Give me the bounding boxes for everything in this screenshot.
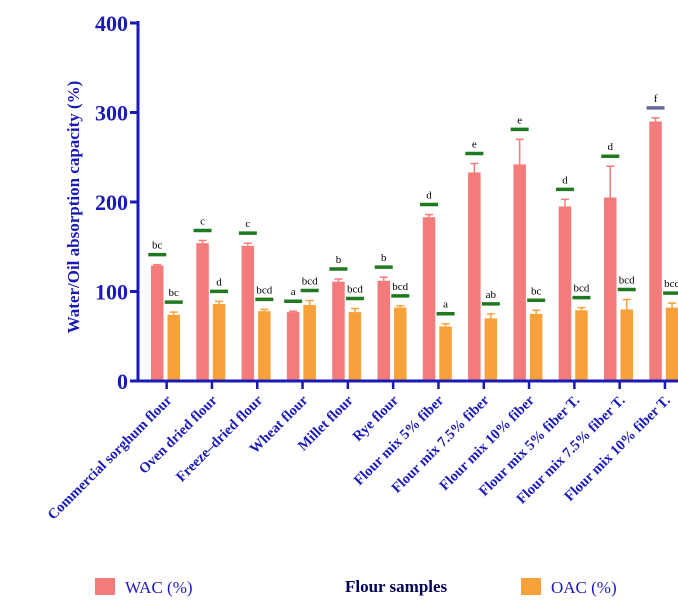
significance-letter: b [336, 254, 342, 266]
oac-bar [258, 311, 271, 381]
significance-letter: b [381, 252, 387, 264]
wac-bar [332, 281, 345, 381]
wac-bar [422, 217, 436, 381]
significance-letter: bcd [574, 283, 590, 295]
wac-bar [513, 164, 526, 381]
significance-letter: bc [152, 240, 163, 252]
oac-bar [484, 318, 498, 381]
oac-bar [529, 313, 543, 381]
wac-bar [151, 265, 164, 381]
x-axis-title: Flour samples [345, 577, 448, 596]
significance-letter: d [426, 190, 432, 202]
oac-bar [665, 307, 678, 381]
x-tick-label: Oven dried flour [136, 392, 221, 477]
y-axis-title: Water/Oil absorption capacity (%) [64, 81, 83, 334]
significance-letter: bcd [664, 278, 678, 290]
significance-letter: bc [531, 285, 542, 297]
oac-bar [167, 314, 180, 381]
legend-label-oac: OAC (%) [551, 578, 617, 597]
legend-swatch-oac [521, 578, 541, 595]
oac-bar [439, 326, 452, 381]
wac-bar [649, 121, 662, 381]
significance-letter: e [472, 139, 477, 151]
y-tick-label: 100 [95, 280, 128, 305]
legend-swatch-wac [95, 578, 115, 595]
significance-letter: d [562, 174, 568, 186]
significance-letter: bcd [619, 275, 635, 287]
y-tick-label: 400 [95, 11, 128, 36]
significance-letter: c [245, 218, 250, 230]
oac-bar [303, 304, 316, 381]
significance-letter: bc [169, 287, 180, 299]
oac-bar [575, 310, 588, 381]
wac-bar [241, 245, 255, 381]
wac-bar [196, 243, 209, 381]
significance-letter: d [216, 276, 222, 288]
significance-letter: a [291, 286, 296, 298]
y-tick-label: 200 [95, 190, 128, 215]
legend: WAC (%) Flour samples OAC (%) [95, 577, 617, 597]
oac-bar [348, 312, 362, 381]
significance-letter: d [608, 141, 614, 153]
y-tick-label: 0 [117, 369, 128, 394]
wac-bar [604, 197, 617, 381]
significance-letter: f [654, 93, 658, 105]
wac-bar [286, 312, 300, 381]
oac-bar [212, 304, 226, 381]
wac-bar [377, 280, 390, 381]
significance-letter: ab [486, 289, 497, 301]
significance-letter: bcd [302, 275, 318, 287]
y-tick-label: 300 [95, 101, 128, 126]
significance-letter: c [200, 215, 205, 227]
oac-bar [620, 309, 633, 381]
legend-label-wac: WAC (%) [125, 578, 193, 597]
significance-letter: bcd [392, 281, 408, 293]
significance-letter: bcd [347, 284, 363, 296]
significance-letter: bcd [256, 284, 272, 296]
significance-letter: e [517, 114, 522, 126]
significance-letter: a [443, 299, 448, 311]
wac-bar [468, 172, 481, 381]
wac-bar [558, 206, 572, 381]
oac-bar [394, 307, 407, 381]
